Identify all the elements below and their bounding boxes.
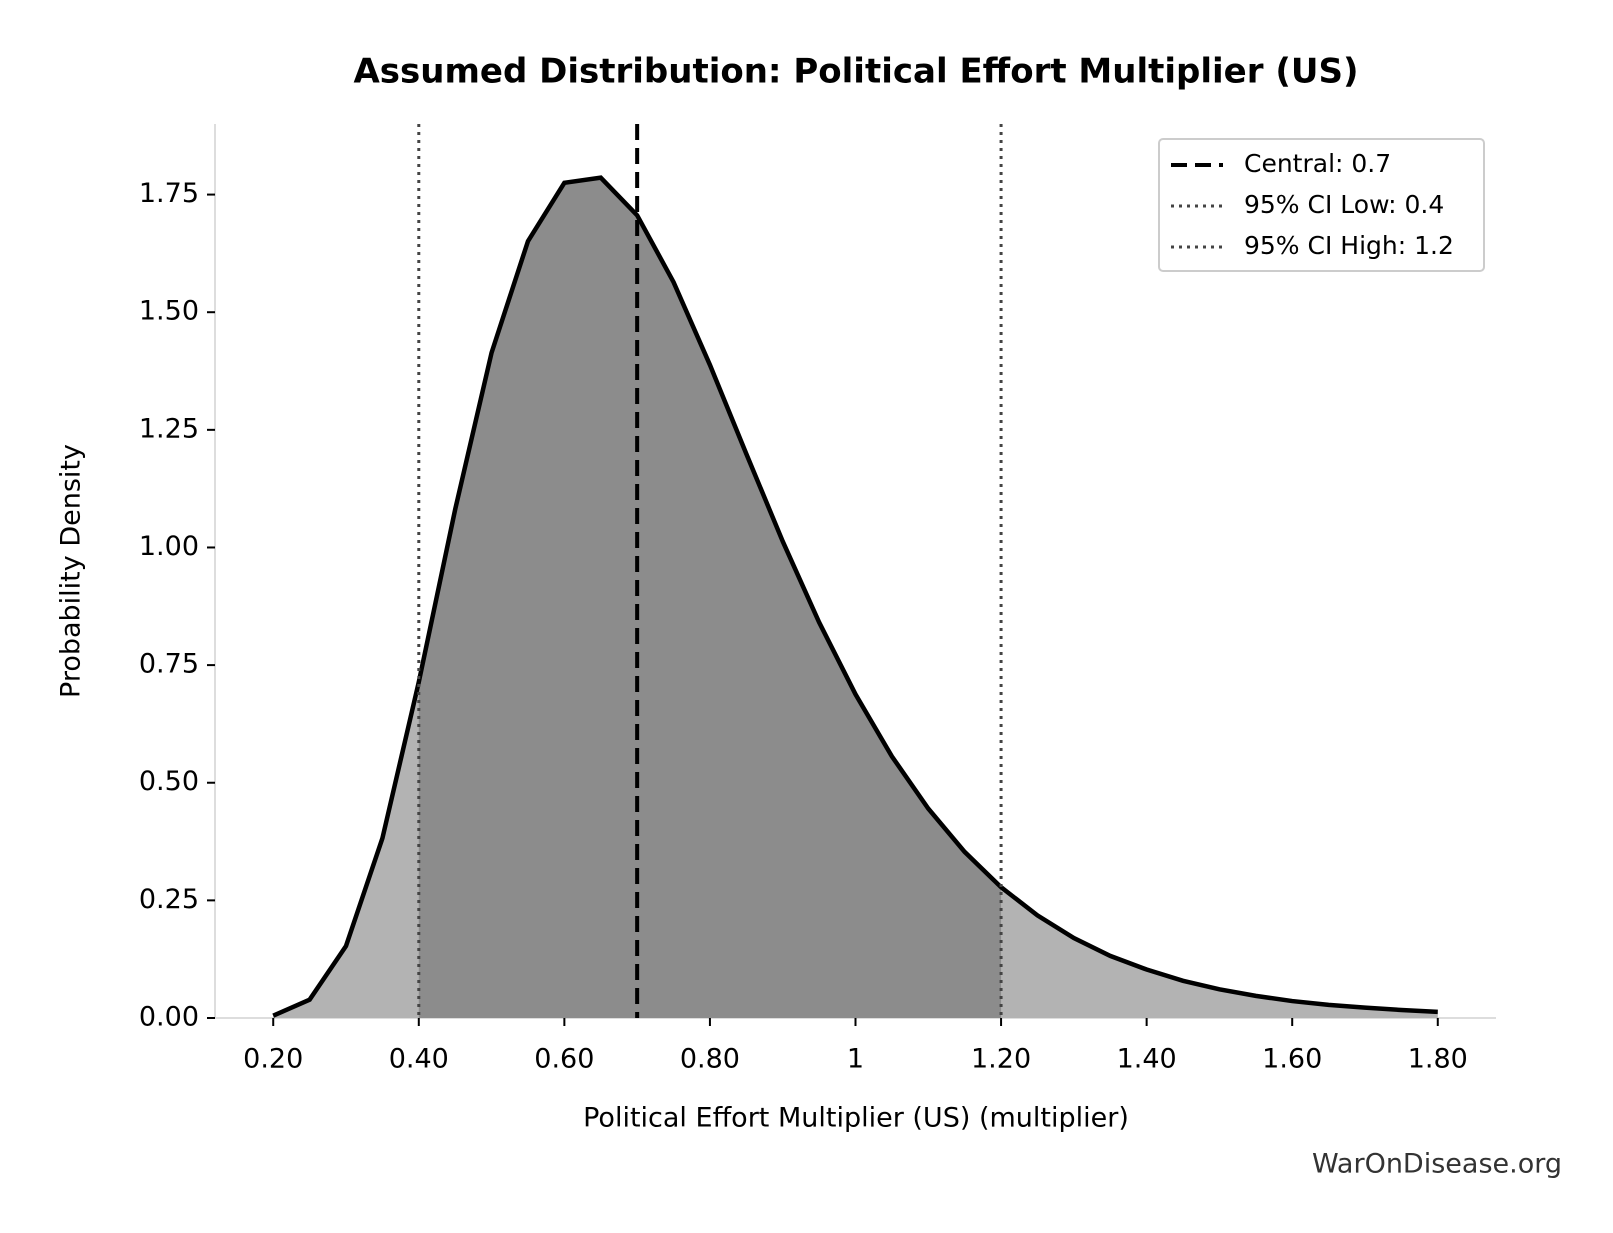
- x-tick-label: 0.60: [534, 1044, 594, 1075]
- y-axis-label: Probability Density: [56, 444, 87, 698]
- y-tick-label: 1.50: [139, 296, 199, 327]
- density-line: [272, 175, 1438, 1018]
- watermark: WarOnDisease.org: [1312, 1149, 1562, 1180]
- x-tick-label: 0.20: [243, 1044, 303, 1075]
- legend-label: Central: 0.7: [1244, 149, 1391, 178]
- x-tick-label: 0.40: [389, 1044, 449, 1075]
- y-tick-label: 0.00: [139, 1002, 199, 1033]
- ci-area: [418, 177, 1002, 1018]
- x-tick-label: 1.80: [1408, 1044, 1468, 1075]
- legend-label: 95% CI Low: 0.4: [1244, 190, 1444, 219]
- x-tick-label: 1: [847, 1044, 864, 1075]
- y-tick-label: 1.75: [139, 178, 199, 209]
- chart-title: Assumed Distribution: Political Effort M…: [353, 52, 1358, 92]
- y-tick-label: 0.50: [139, 766, 199, 797]
- y-tick-label: 1.25: [139, 413, 199, 444]
- legend: Central: 0.7 95% CI Low: 0.4 95% CI High: …: [1158, 138, 1485, 272]
- y-tick-label: 0.25: [139, 884, 199, 915]
- x-tick-label: 1.60: [1262, 1044, 1322, 1075]
- legend-label: 95% CI High: 1.2: [1244, 231, 1454, 260]
- y-tick-label: 1.00: [139, 531, 199, 562]
- legend-box: [1158, 138, 1485, 272]
- x-axis-label: Political Effort Multiplier (US) (multip…: [583, 1103, 1129, 1134]
- y-tick-label: 0.75: [139, 649, 199, 680]
- x-tick-label: 1.20: [971, 1044, 1031, 1075]
- x-tick-label: 1.40: [1117, 1044, 1177, 1075]
- x-tick-label: 0.80: [680, 1044, 740, 1075]
